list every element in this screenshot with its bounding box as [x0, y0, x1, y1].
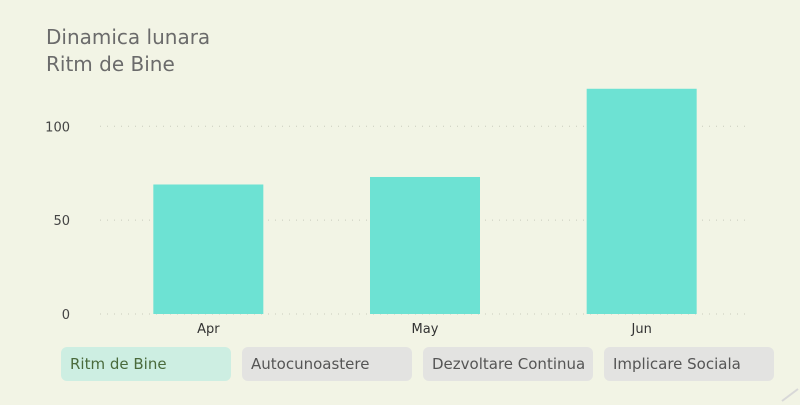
tab-label: Autocunoastere [251, 355, 370, 373]
y-tick-label: 100 [45, 120, 70, 135]
chart-title: Dinamica lunara [46, 25, 211, 49]
tab-autocunoastere[interactable]: Autocunoastere [242, 347, 412, 381]
chart-title-block: Dinamica lunara Ritm de Bine [46, 24, 210, 78]
chart-subtitle: Ritm de Bine [46, 52, 175, 76]
bar-apr[interactable] [153, 184, 264, 314]
corner-arrow-icon [781, 388, 799, 402]
y-tick-label: 50 [53, 214, 70, 229]
y-tick-label: 0 [62, 308, 70, 323]
tab-ritm-de-bine[interactable]: Ritm de Bine [61, 347, 231, 381]
bar-jun[interactable] [586, 88, 697, 315]
tab-label: Ritm de Bine [70, 355, 167, 373]
tab-dezvoltare-continua[interactable]: Dezvoltare Continua [423, 347, 593, 381]
x-tick-label: Jun [631, 322, 652, 337]
bar-may[interactable] [370, 176, 480, 314]
bar-chart: 0 50 100 Apr May Jun [45, 88, 750, 337]
x-tick-label: Apr [197, 322, 220, 337]
tab-implicare-sociala[interactable]: Implicare Sociala [604, 347, 774, 381]
tab-label: Implicare Sociala [613, 355, 741, 373]
tab-label: Dezvoltare Continua [432, 355, 586, 373]
x-tick-label: May [412, 322, 439, 337]
category-tabs: Ritm de Bine Autocunoastere Dezvoltare C… [61, 347, 774, 381]
